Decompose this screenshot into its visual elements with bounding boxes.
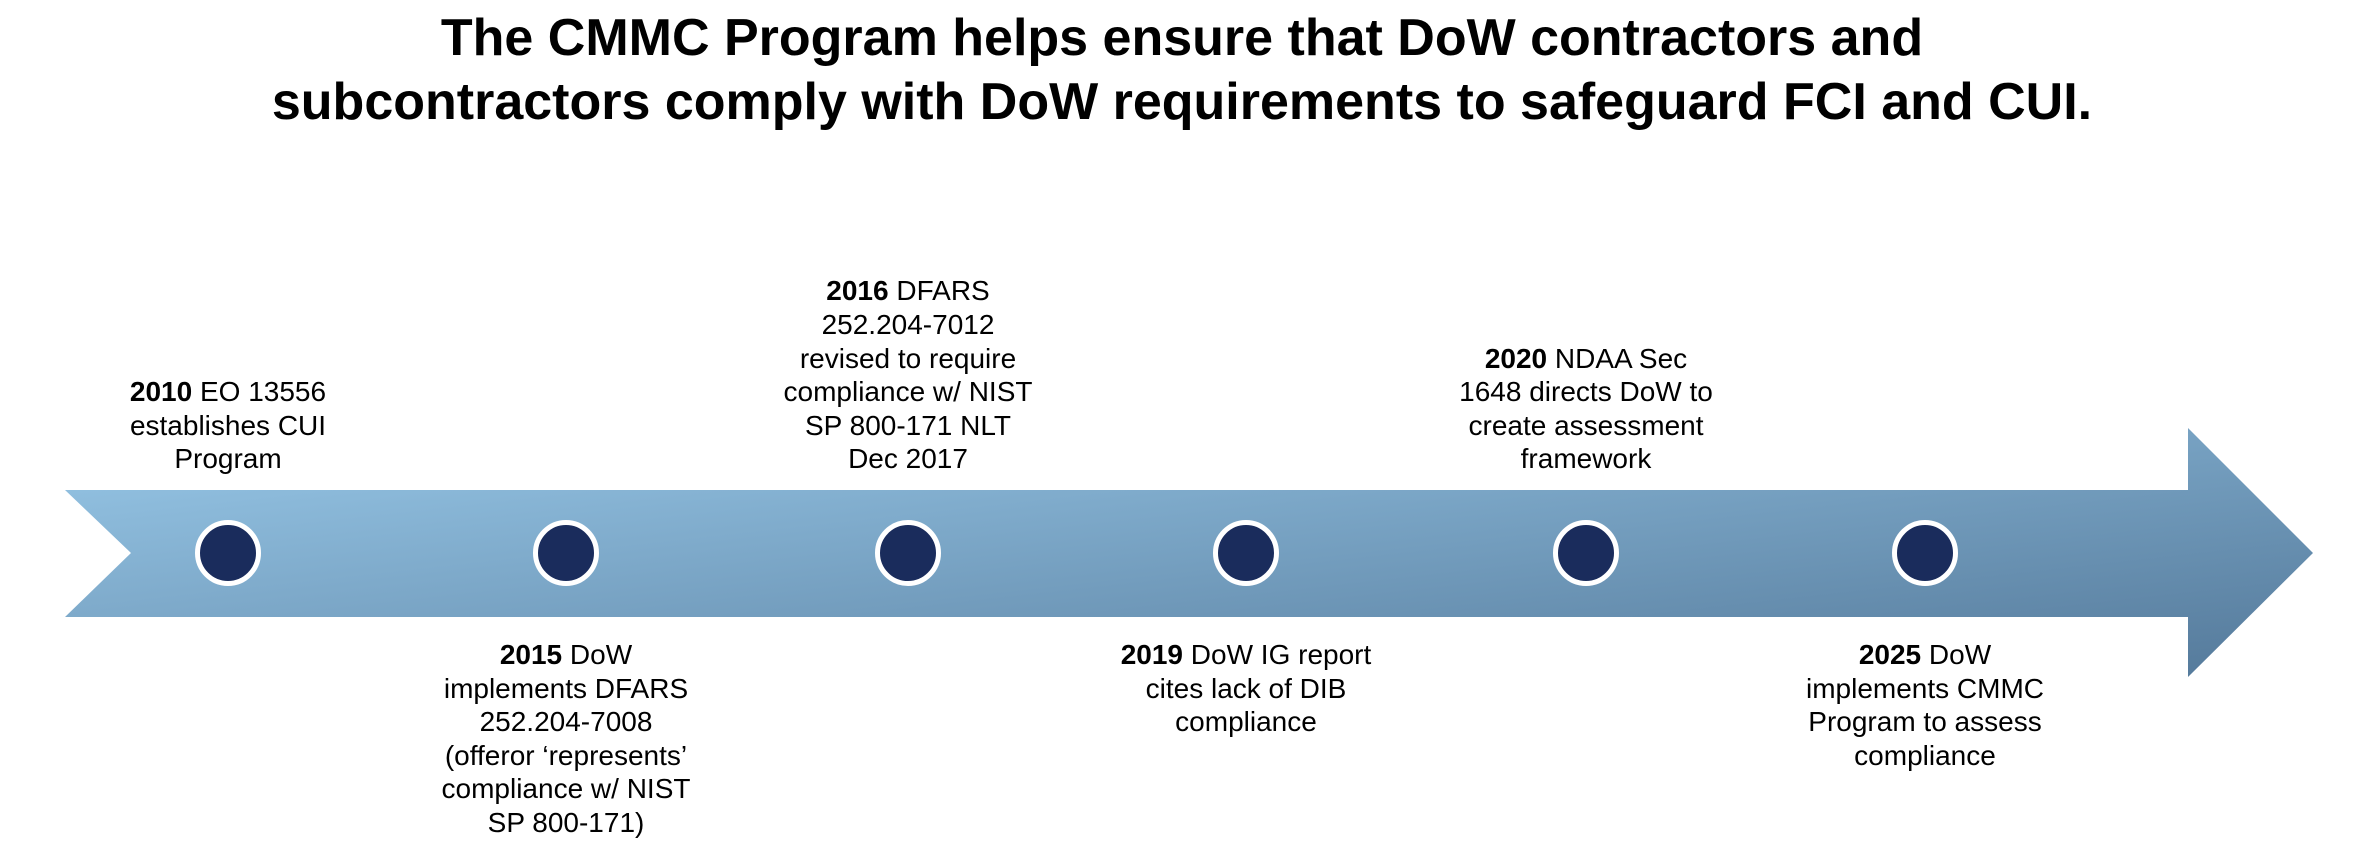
event-line: establishes CUI [129, 409, 327, 441]
event-line: SP 800-171) [487, 806, 645, 838]
event-line: 1648 directs DoW to [1459, 376, 1713, 408]
event-line: compliance [1854, 739, 1996, 771]
page-title: The CMMC Program helps ensure that DoW c… [0, 6, 2364, 135]
event-line: revised to require [799, 342, 1017, 374]
event-line: 252.204-7012 [821, 309, 995, 341]
event-line: SP 800-171 NLT [805, 409, 1011, 441]
event-line: create assessment [1468, 409, 1704, 441]
event-label-2010: 2010 EO 13556 establishes CUI Program [0, 375, 458, 476]
event-line: implements DFARS [443, 672, 689, 704]
event-line: 2010 EO 13556 [129, 376, 327, 408]
event-line: implements CMMC [1805, 672, 2045, 704]
event-label-2015: 2015 DoW implements DFARS 252.204-7008 (off… [336, 638, 796, 840]
event-line: 2019 DoW IG report [1120, 639, 1372, 670]
timeline-dot-2020 [1553, 520, 1619, 586]
timeline-dot-2025 [1892, 520, 1958, 586]
event-line: framework [1520, 443, 1652, 475]
event-year: 2010 [129, 376, 193, 408]
title-line-2: subcontractors comply with DoW requireme… [271, 73, 2093, 132]
event-line: compliance [1175, 706, 1317, 738]
event-line: cites lack of DIB [1145, 672, 1347, 704]
event-label-2019: 2019 DoW IG report cites lack of DIB compl… [1016, 638, 1476, 739]
event-line: Program [174, 443, 282, 475]
event-label-2016: 2016 DFARS 252.204-7012 revised to require… [678, 274, 1138, 476]
event-line: 252.204-7008 [479, 706, 653, 738]
event-year: 2025 [1858, 639, 1922, 670]
event-label-2025: 2025 DoW implements CMMC Program to assess… [1695, 638, 2155, 772]
title-line-1: The CMMC Program helps ensure that DoW c… [440, 9, 1924, 67]
timeline-arrow-shape [65, 428, 2313, 677]
event-year: 2019 [1120, 639, 1184, 670]
event-line: (offeror ‘represents’ [444, 739, 688, 771]
event-line: 2020 NDAA Sec [1484, 342, 1688, 374]
event-line: compliance w/ NIST [441, 773, 691, 805]
event-year: 2016 [826, 275, 889, 307]
timeline-dot-2019 [1213, 520, 1279, 586]
event-line: 2016 DFARS [826, 275, 990, 307]
event-year: 2020 [1484, 342, 1548, 374]
event-year: 2015 [499, 639, 563, 670]
event-line: Program to assess [1808, 706, 2042, 738]
event-line: compliance w/ NIST [783, 376, 1033, 408]
event-line: 2015 DoW [499, 639, 633, 670]
timeline-dot-2015 [533, 520, 599, 586]
event-line: Dec 2017 [848, 443, 968, 475]
timeline-dot-2010 [195, 520, 261, 586]
event-label-2020: 2020 NDAA Sec 1648 directs DoW to create a… [1356, 342, 1816, 476]
event-line: 2025 DoW [1858, 639, 1992, 670]
timeline-dot-2016 [875, 520, 941, 586]
